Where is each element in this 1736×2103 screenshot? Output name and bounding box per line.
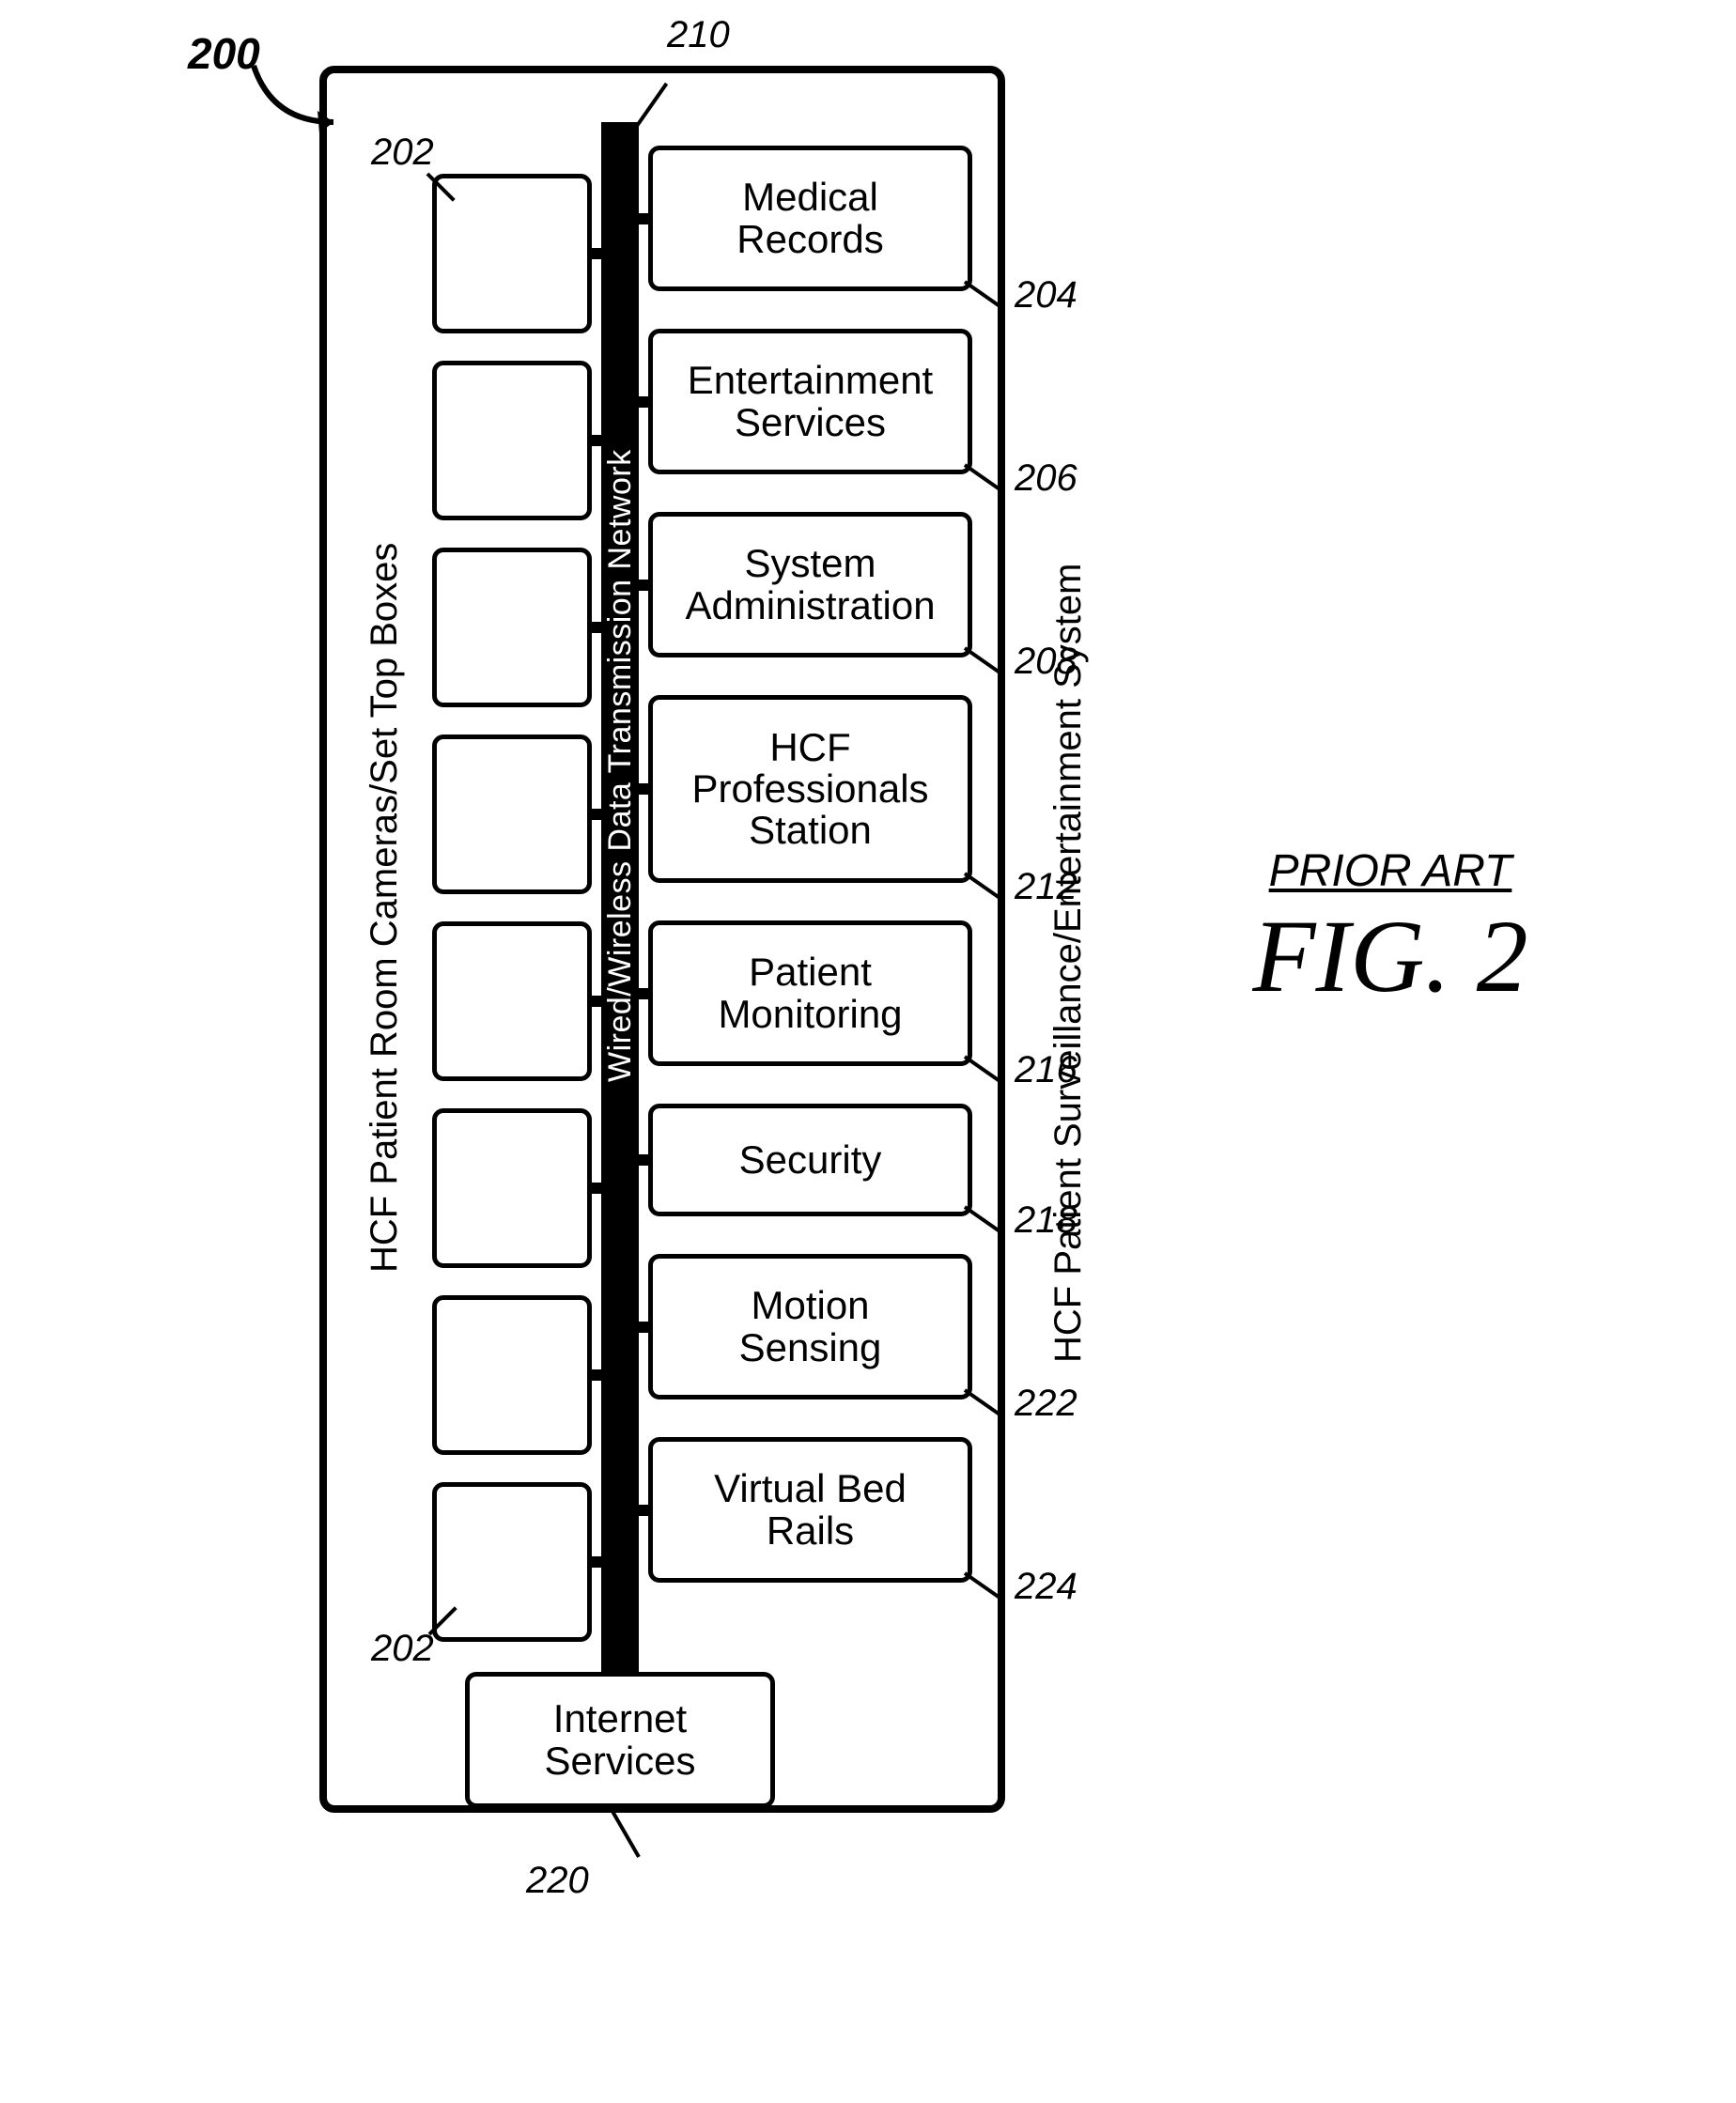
- service-box: System Administration: [648, 512, 972, 657]
- prior-art-label: PRIOR ART: [1155, 845, 1625, 897]
- ref-216: 216: [1015, 1049, 1077, 1091]
- service-label: Patient Monitoring: [710, 951, 909, 1034]
- service-label: Entertainment Services: [680, 360, 940, 442]
- diagram-canvas: 200210202202HCF Patient Room Cameras/Set…: [0, 0, 1736, 2103]
- service-box: Entertainment Services: [648, 329, 972, 474]
- service-stub: [636, 988, 651, 999]
- bus-label-text: Wired/Wireless Data Transmission Network: [602, 178, 639, 1353]
- service-stub: [636, 1322, 651, 1333]
- service-label: Security: [732, 1139, 890, 1181]
- service-box: Security: [648, 1104, 972, 1216]
- camera-box: [432, 174, 592, 333]
- camera-box: [432, 921, 592, 1081]
- internet-box: Internet Services: [465, 1672, 775, 1808]
- bus-label-wrap: Wired/Wireless Data Transmission Network: [599, 178, 641, 1353]
- ref-218: 218: [1015, 1199, 1077, 1242]
- top-row-label: HCF Patient Room Cameras/Set Top Boxes: [364, 183, 406, 1632]
- service-stub: [636, 580, 651, 591]
- ref-204: 204: [1015, 274, 1077, 317]
- camera-box: [432, 735, 592, 894]
- camera-stub: [589, 1556, 604, 1568]
- service-label: Medical Records: [729, 177, 891, 259]
- service-stub: [636, 1154, 651, 1166]
- service-label: HCF Professionals Station: [684, 727, 936, 851]
- ref-208: 208: [1015, 641, 1077, 683]
- internet-label: Internet Services: [544, 1698, 695, 1781]
- ref-200-arrow: [244, 56, 385, 160]
- service-stub: [636, 783, 651, 795]
- service-label: System Administration: [677, 543, 942, 626]
- camera-box: [432, 1482, 592, 1642]
- camera-box: [432, 548, 592, 707]
- camera-box: [432, 361, 592, 520]
- ref-220: 220: [526, 1860, 589, 1902]
- ref-206: 206: [1015, 457, 1077, 500]
- figure-number: FIG. 2: [1155, 897, 1625, 1016]
- ref-220-lead: [609, 1807, 640, 1858]
- service-stub: [636, 396, 651, 408]
- camera-box: [432, 1108, 592, 1268]
- service-box: Virtual Bed Rails: [648, 1437, 972, 1583]
- ref-224: 224: [1015, 1566, 1077, 1608]
- service-stub: [636, 1505, 651, 1516]
- figure-caption: PRIOR ARTFIG. 2: [1155, 845, 1625, 1016]
- ref-212: 212: [1015, 866, 1077, 908]
- service-label: Motion Sensing: [732, 1285, 890, 1368]
- service-box: Patient Monitoring: [648, 920, 972, 1066]
- ref-202-b: 202: [371, 1628, 434, 1670]
- camera-stub: [589, 1369, 604, 1381]
- service-stub: [636, 213, 651, 224]
- camera-box: [432, 1295, 592, 1455]
- service-box: Medical Records: [648, 146, 972, 291]
- service-label: Virtual Bed Rails: [706, 1468, 914, 1551]
- ref-210: 210: [667, 14, 730, 56]
- ref-202-a: 202: [371, 131, 434, 174]
- service-box: Motion Sensing: [648, 1254, 972, 1399]
- ref-222: 222: [1015, 1383, 1077, 1425]
- service-box: HCF Professionals Station: [648, 695, 972, 883]
